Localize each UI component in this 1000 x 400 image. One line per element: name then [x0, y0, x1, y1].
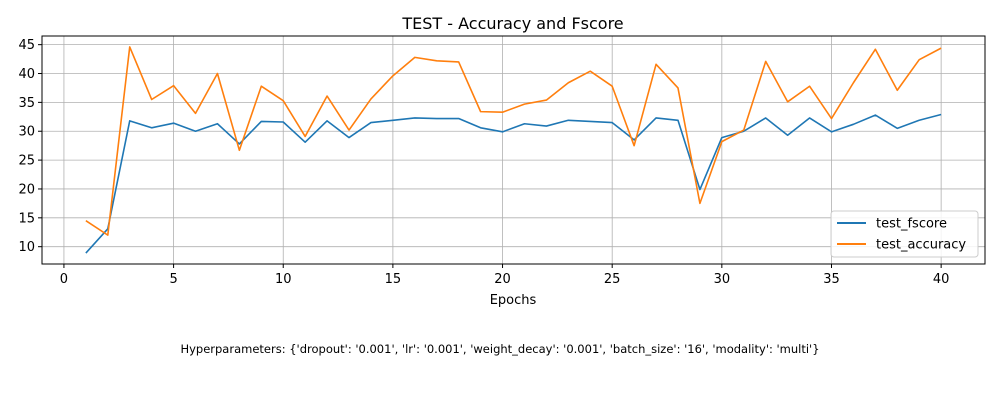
x-tick-label: 25 [604, 272, 621, 287]
x-tick-label: 20 [494, 272, 511, 287]
chart-title: TEST - Accuracy and Fscore [401, 14, 623, 33]
y-tick-label: 20 [18, 182, 35, 197]
y-axis: 10 15 20 25 30 35 40 45 [18, 38, 42, 255]
legend-box [830, 210, 979, 258]
legend-label-fscore: test_fscore [876, 217, 947, 232]
series-lines [85, 46, 942, 254]
y-tick-label: 25 [18, 154, 35, 169]
x-tick-label: 10 [275, 272, 292, 287]
legend-label-accuracy: test_accuracy [876, 238, 966, 253]
x-tick-label: 35 [823, 272, 840, 287]
x-tick-label: 40 [933, 272, 950, 287]
y-tick-label: 10 [18, 240, 35, 255]
hyperparameters-caption: Hyperparameters: {'dropout': '0.001', 'l… [180, 342, 820, 356]
series-line-test-accuracy [85, 46, 942, 236]
y-tick-label: 40 [18, 67, 35, 82]
x-tick-label: 30 [714, 272, 731, 287]
y-tick-label: 15 [18, 211, 35, 226]
grid [42, 36, 985, 264]
y-tick-label: 45 [18, 38, 35, 53]
y-tick-label: 30 [18, 125, 35, 140]
series-line-test-fscore [85, 113, 942, 254]
x-tick-label: 5 [169, 272, 177, 287]
x-axis-title: Epochs [490, 293, 537, 308]
plot-frame [41, 35, 986, 265]
legend: test_fscore test_accuracy [830, 210, 979, 258]
x-axis: 0 5 10 15 20 25 30 35 40 [60, 264, 950, 287]
x-tick-label: 0 [60, 272, 68, 287]
y-tick-label: 35 [18, 96, 35, 111]
x-tick-label: 15 [385, 272, 402, 287]
